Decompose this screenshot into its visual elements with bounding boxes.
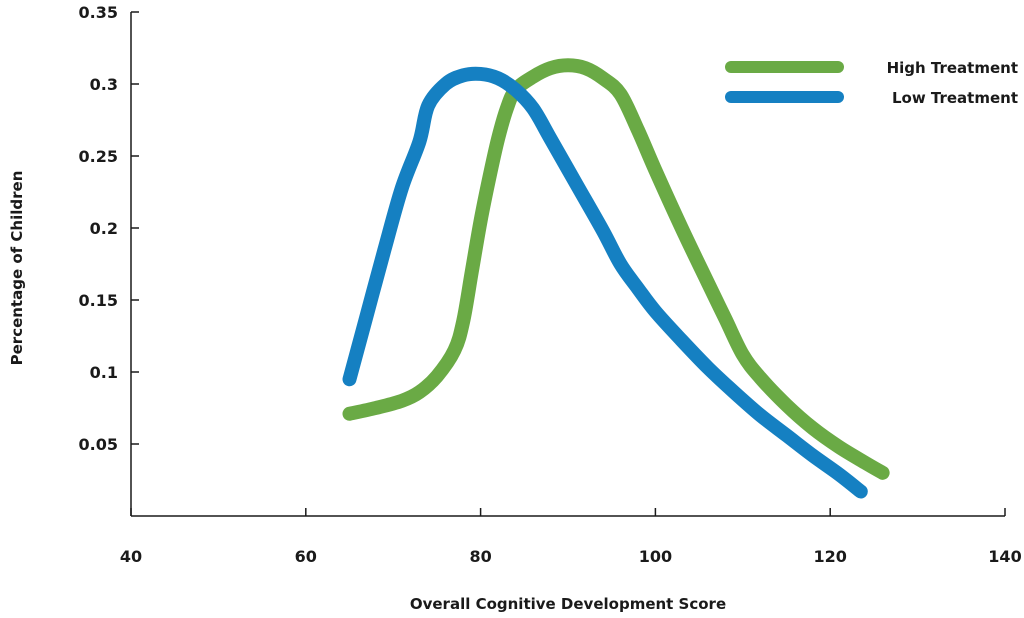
y-tick-label: 0.3 xyxy=(90,75,118,94)
x-tick-label: 140 xyxy=(988,547,1021,566)
y-axis-title: Percentage of Children xyxy=(8,171,26,366)
x-tick-label: 40 xyxy=(120,547,142,566)
x-axis-title: Overall Cognitive Development Score xyxy=(410,595,726,613)
x-tick-label: 120 xyxy=(813,547,846,566)
legend-label-high-treatment: High Treatment xyxy=(887,59,1018,77)
legend: High Treatment Low Treatment xyxy=(725,59,1018,107)
y-tick-label: 0.15 xyxy=(79,291,118,310)
axes: 40 60 80 100 120 140 0.05 0.1 0.15 0.2 0.25 0.3 0.35 xyxy=(79,3,1022,566)
legend-label-low-treatment: Low Treatment xyxy=(892,89,1018,107)
series-layer xyxy=(342,58,890,499)
series-line-low-treatment xyxy=(342,66,868,499)
x-tick-label: 80 xyxy=(469,547,491,566)
y-tick-label: 0.35 xyxy=(79,3,118,22)
y-tick-label: 0.1 xyxy=(90,363,118,382)
y-tick-label: 0.2 xyxy=(90,219,118,238)
series-line-high-treatment xyxy=(342,58,890,480)
y-tick-label: 0.05 xyxy=(79,435,118,454)
x-tick-label: 100 xyxy=(639,547,672,566)
x-tick-label: 60 xyxy=(295,547,317,566)
y-tick-label: 0.25 xyxy=(79,147,118,166)
